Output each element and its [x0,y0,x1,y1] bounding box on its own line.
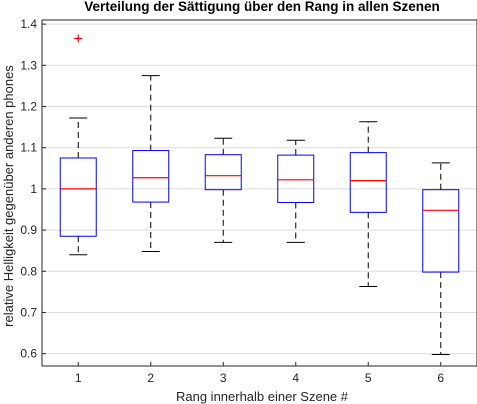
y-axis-label: relative Helligkeit gegenüber anderen ph… [1,65,16,327]
x-tick-label: 2 [147,371,154,385]
y-tick-label: 1.1 [20,141,37,155]
plot-area-frame [41,19,477,367]
y-gridlines [42,23,477,355]
iqr-box [59,157,97,237]
iqr-box [349,152,387,213]
y-tick-label: 0.6 [20,347,37,361]
box-group-6 [422,162,460,355]
y-tick-label: 1.3 [20,58,37,72]
y-tick-label: 1.4 [20,17,37,31]
box-group-4 [277,139,315,243]
y-tick-label: 1.2 [20,100,37,114]
box-group-1 [59,34,97,256]
x-tick-label: 5 [365,371,372,385]
x-axis-label: Rang innerhalb einer Szene # [176,389,349,404]
iqr-box [204,154,242,191]
x-tick-label: 4 [292,371,299,385]
iqr-box [132,150,170,203]
boxes-layer [59,34,460,355]
iqr-box [277,154,315,203]
box-group-2 [132,75,170,252]
axis-ticks: 0.6 0.7 0.8 0.9 1 1.1 1.2 1.3 1.4 1 2 3 4 5 6 [20,17,444,385]
iqr-box [422,189,460,273]
x-tick-label: 3 [220,371,227,385]
box-group-5 [349,121,387,288]
box-group-3 [204,137,242,243]
y-tick-label: 0.9 [20,223,37,237]
x-tick-label: 6 [437,371,444,385]
y-tick-label: 0.8 [20,264,37,278]
chart-title: Verteilung der Sättigung über den Rang i… [84,0,440,14]
x-tick-label: 1 [75,371,82,385]
y-tick-label: 1 [30,182,37,196]
outlier-marker [74,34,83,43]
y-tick-label: 0.7 [20,305,37,319]
